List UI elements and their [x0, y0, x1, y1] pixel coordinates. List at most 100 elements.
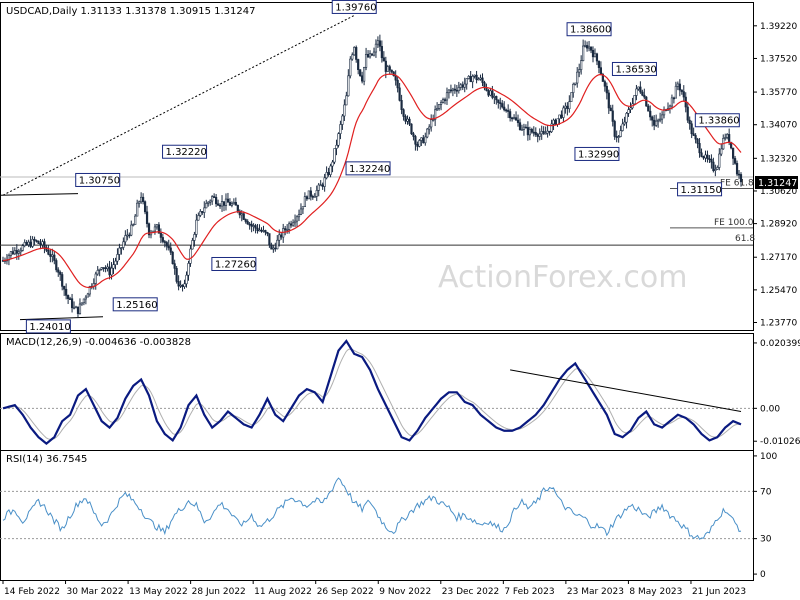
candle-body [209, 200, 212, 203]
price-annotation-label: 1.25160 [116, 300, 157, 311]
candle-body [637, 86, 640, 90]
candle-body [696, 138, 699, 144]
candle-body [591, 49, 595, 58]
candle-body [576, 71, 579, 84]
candle-body [329, 165, 332, 175]
candle-body [562, 107, 565, 118]
candle-body [619, 130, 622, 137]
candle-body [143, 201, 147, 213]
candle-body [376, 40, 380, 45]
rsi-line [2, 477, 742, 540]
candle-body [558, 114, 561, 120]
candle-body [509, 111, 512, 119]
candle-body [185, 274, 188, 285]
price-annotation-label: 1.24010 [29, 322, 70, 333]
price-tick-label: 1.28920 [760, 220, 797, 230]
current-price-badge [755, 176, 798, 189]
candle-body [726, 134, 729, 138]
candle-body [633, 95, 636, 105]
candle-body [319, 184, 322, 187]
candle-body [512, 117, 516, 119]
macd-header: MACD(12,26,9) -0.004636 -0.003828 [6, 337, 191, 348]
candle-body [21, 245, 24, 251]
candle-body [313, 196, 316, 198]
candle-body [507, 110, 510, 112]
candle-body [116, 254, 119, 262]
candle-body [274, 247, 277, 250]
candle-body [193, 234, 196, 241]
candle-body [301, 206, 305, 210]
price-annotation-label: 1.33860 [698, 116, 739, 127]
candle-body [372, 51, 376, 56]
candle-body [641, 91, 644, 96]
macd-trendline [510, 369, 742, 413]
candle-body [404, 116, 407, 122]
price-tick-label: 1.39220 [760, 22, 797, 32]
candle-body [157, 224, 160, 234]
candle-body [439, 102, 443, 105]
candle-body [189, 248, 192, 264]
candle-body [120, 247, 123, 249]
candle-body [489, 90, 492, 96]
candle-body [49, 254, 52, 257]
candle-body [216, 203, 220, 206]
candle-body [67, 295, 70, 299]
candle-body [53, 254, 56, 261]
candle-body [169, 247, 172, 253]
candle-body [82, 298, 86, 304]
candle-body [165, 242, 168, 247]
candle-body [706, 154, 709, 160]
candle-body [617, 136, 620, 138]
macd-tick-label: -0.01026 [760, 437, 800, 447]
candle-body [678, 83, 681, 91]
candle-body [63, 286, 66, 290]
candle-body [238, 210, 241, 216]
candle-body [658, 118, 662, 121]
candle-body [291, 222, 295, 226]
candle-body [690, 123, 693, 135]
price-annotation-label: 1.36530 [615, 64, 656, 75]
candle-body [645, 96, 648, 107]
candle-body [546, 130, 549, 134]
candle-body [84, 296, 87, 300]
candle-body [497, 99, 500, 103]
candle-body [325, 172, 328, 179]
candle-body [437, 104, 441, 109]
candle-body [532, 131, 535, 134]
candle-body [700, 152, 703, 157]
candle-body [660, 114, 664, 120]
candle-body [609, 107, 612, 112]
x-tick-label: 14 Feb 2022 [4, 587, 60, 597]
candle-body [611, 110, 614, 122]
price-annotation-label: 1.38600 [570, 25, 611, 36]
candle-body [228, 202, 232, 206]
candle-body [59, 271, 62, 275]
candle-body [250, 223, 253, 227]
rsi-tick-label: 0 [760, 570, 766, 580]
candle-body [593, 53, 597, 58]
candle-body [560, 114, 563, 118]
candle-body [288, 223, 291, 230]
candle-body [355, 47, 358, 60]
candle-body [232, 202, 235, 205]
candle-body [25, 242, 28, 246]
candle-body [29, 241, 32, 247]
candle-body [682, 91, 685, 98]
candle-body [382, 57, 385, 62]
candle-body [65, 288, 68, 296]
price-annotation-box [611, 61, 657, 76]
candle-body [9, 251, 12, 256]
candle-body [35, 240, 38, 242]
candle-body [94, 273, 97, 284]
candle-body [179, 284, 182, 287]
candle-body [317, 184, 320, 191]
candle-body [653, 119, 656, 126]
candle-body [430, 119, 433, 128]
candle-body [307, 190, 310, 200]
candle-body [694, 135, 697, 140]
candle-body [335, 144, 338, 149]
candle-body [234, 202, 237, 206]
candle-body [708, 158, 711, 161]
candle-body [422, 137, 425, 144]
x-tick-label: 13 May 2022 [129, 587, 188, 597]
